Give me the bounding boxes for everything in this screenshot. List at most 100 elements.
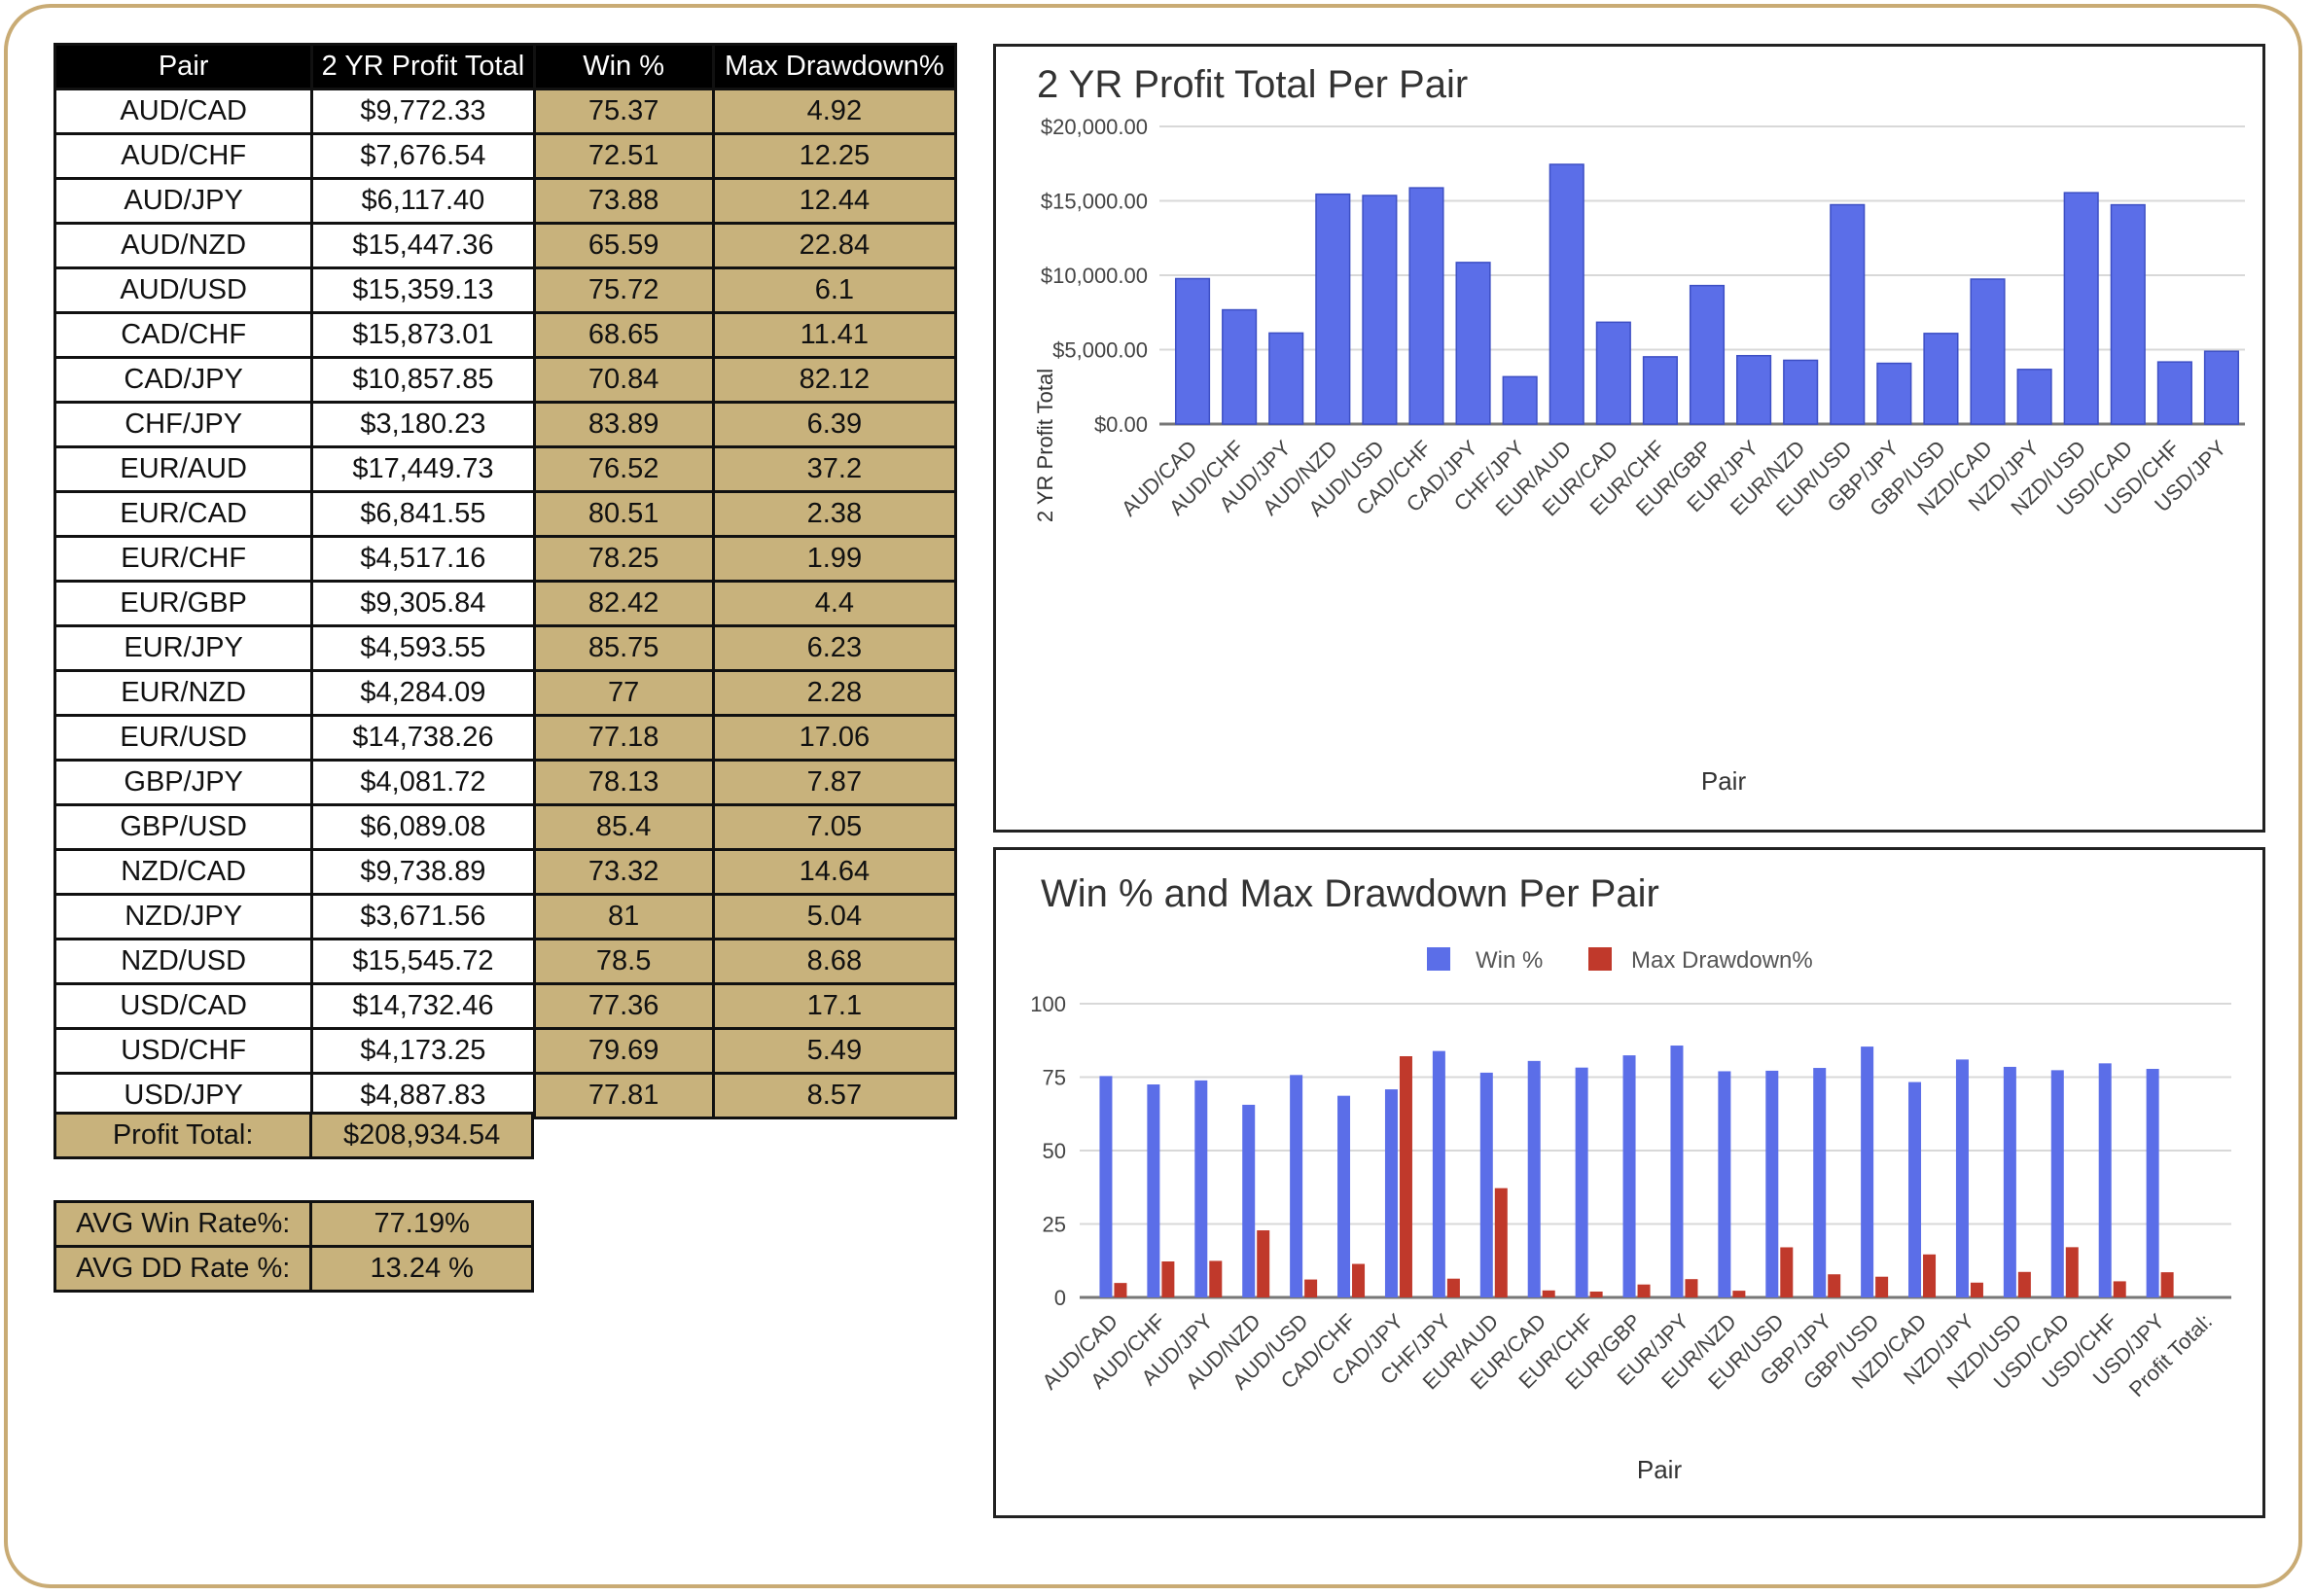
cell-profit: $6,089.08: [310, 803, 536, 851]
win-bar: [1290, 1075, 1303, 1297]
win-bar: [1718, 1071, 1731, 1297]
profit-bar: [2063, 192, 2099, 425]
win-bar: [2050, 1070, 2064, 1297]
cell-drawdown: 17.06: [711, 714, 958, 762]
cell-profit: $4,517.16: [310, 535, 536, 583]
profit-y-tick-label: $10,000.00: [1041, 264, 1148, 288]
win-y-tick-label: 25: [1043, 1213, 1066, 1237]
profit-bar: [1642, 356, 1678, 425]
cell-pair: AUD/JPY: [53, 177, 314, 225]
drawdown-bar: [1970, 1282, 1983, 1297]
win-bar: [1670, 1046, 1684, 1297]
drawdown-bar: [1828, 1274, 1841, 1297]
cell-profit: $14,738.26: [310, 714, 536, 762]
cell-win: 85.4: [532, 803, 715, 851]
cell-pair: EUR/CHF: [53, 535, 314, 583]
avg-dd-row: AVG DD Rate %: 13.24 %: [53, 1245, 534, 1293]
drawdown-bar: [1352, 1263, 1366, 1297]
cell-drawdown: 22.84: [711, 222, 958, 269]
drawdown-bar: [2017, 1271, 2031, 1297]
profit-bar: [1830, 203, 1866, 425]
profit-bar: [1970, 278, 2006, 425]
profit-y-tick-label: $5,000.00: [1052, 338, 1148, 363]
profit-bars: [1174, 163, 2240, 425]
cell-win: 79.69: [532, 1027, 715, 1075]
drawdown-bar: [1685, 1279, 1698, 1297]
cell-profit: $17,449.73: [310, 445, 536, 493]
drawdown-bar: [2160, 1272, 2174, 1297]
profit-y-tick-label: $20,000.00: [1041, 115, 1148, 139]
cell-drawdown: 5.49: [711, 1027, 958, 1075]
cell-win: 77: [532, 669, 715, 717]
table-row: AUD/JPY $6,117.40 73.88 12.44: [53, 177, 958, 225]
cell-drawdown: 14.64: [711, 848, 958, 896]
cell-profit: $4,593.55: [310, 624, 536, 672]
cell-profit: $4,284.09: [310, 669, 536, 717]
table-row: AUD/USD $15,359.13 75.72 6.1: [53, 266, 958, 314]
cell-profit: $6,117.40: [310, 177, 536, 225]
table-row: EUR/GBP $9,305.84 82.42 4.4: [53, 580, 958, 627]
table-row: GBP/JPY $4,081.72 78.13 7.87: [53, 759, 958, 806]
cell-drawdown: 1.99: [711, 535, 958, 583]
cell-pair: NZD/CAD: [53, 848, 314, 896]
header-drawdown: Max Drawdown%: [711, 43, 958, 90]
table-row: EUR/JPY $4,593.55 85.75 6.23: [53, 624, 958, 672]
cell-drawdown: 4.92: [711, 88, 958, 135]
cell-pair: EUR/GBP: [53, 580, 314, 627]
cell-profit: $4,887.83: [310, 1072, 536, 1119]
cell-win: 78.25: [532, 535, 715, 583]
profit-bar: [2203, 350, 2240, 425]
win-bar: [2003, 1066, 2016, 1297]
cell-profit: $15,873.01: [310, 311, 536, 359]
cell-drawdown: 8.68: [711, 938, 958, 985]
cell-pair: CAD/CHF: [53, 311, 314, 359]
legend-win-swatch: [1427, 947, 1450, 971]
table-header-row: Pair 2 YR Profit Total Win % Max Drawdow…: [53, 43, 958, 90]
avg-win-row: AVG Win Rate%: 77.19%: [53, 1200, 534, 1248]
cell-win: 76.52: [532, 445, 715, 493]
drawdown-bar: [2113, 1281, 2126, 1297]
profit-chart: 2 YR Profit Total Per Pair Pair 2 YR Pro…: [1033, 63, 2245, 796]
cell-profit: $3,671.56: [310, 893, 536, 940]
win-bar: [1147, 1084, 1160, 1297]
win-bar: [2098, 1063, 2112, 1297]
cell-drawdown: 7.87: [711, 759, 958, 806]
win-bar: [1813, 1068, 1827, 1297]
win-bar: [1194, 1080, 1208, 1297]
profit-bar: [1362, 195, 1398, 425]
cell-win: 73.32: [532, 848, 715, 896]
profit-bar: [1174, 277, 1211, 425]
cell-win: 65.59: [532, 222, 715, 269]
profit-bar: [1502, 375, 1538, 425]
cell-pair: AUD/USD: [53, 266, 314, 314]
cell-drawdown: 12.25: [711, 132, 958, 180]
cell-win: 72.51: [532, 132, 715, 180]
cell-win: 80.51: [532, 490, 715, 538]
cell-drawdown: 12.44: [711, 177, 958, 225]
cell-profit: $9,772.33: [310, 88, 536, 135]
profit-bar: [1268, 332, 1304, 425]
cell-drawdown: 6.39: [711, 401, 958, 448]
drawdown-bar: [1161, 1261, 1175, 1297]
cell-win: 77.36: [532, 982, 715, 1030]
avg-dd-value: 13.24 %: [309, 1245, 534, 1293]
cell-win: 75.72: [532, 266, 715, 314]
table-row: EUR/USD $14,738.26 77.18 17.06: [53, 714, 958, 762]
cell-win: 78.13: [532, 759, 715, 806]
cell-pair: GBP/JPY: [53, 759, 314, 806]
cell-pair: NZD/USD: [53, 938, 314, 985]
profit-bar: [1736, 354, 1772, 425]
cell-pair: EUR/AUD: [53, 445, 314, 493]
table-row: USD/CHF $4,173.25 79.69 5.49: [53, 1027, 958, 1075]
cell-win: 85.75: [532, 624, 715, 672]
profit-chart-xlabel: Pair: [1701, 766, 1747, 796]
win-bar: [1337, 1095, 1351, 1297]
cell-win: 81: [532, 893, 715, 940]
table-row: AUD/CHF $7,676.54 72.51 12.25: [53, 132, 958, 180]
profit-chart-title: 2 YR Profit Total Per Pair: [1037, 63, 1468, 106]
cell-pair: NZD/JPY: [53, 893, 314, 940]
drawdown-bar: [1542, 1290, 1555, 1297]
table-row: USD/CAD $14,732.46 77.36 17.1: [53, 982, 958, 1030]
drawdown-bar: [1114, 1283, 1127, 1297]
cell-profit: $15,359.13: [310, 266, 536, 314]
